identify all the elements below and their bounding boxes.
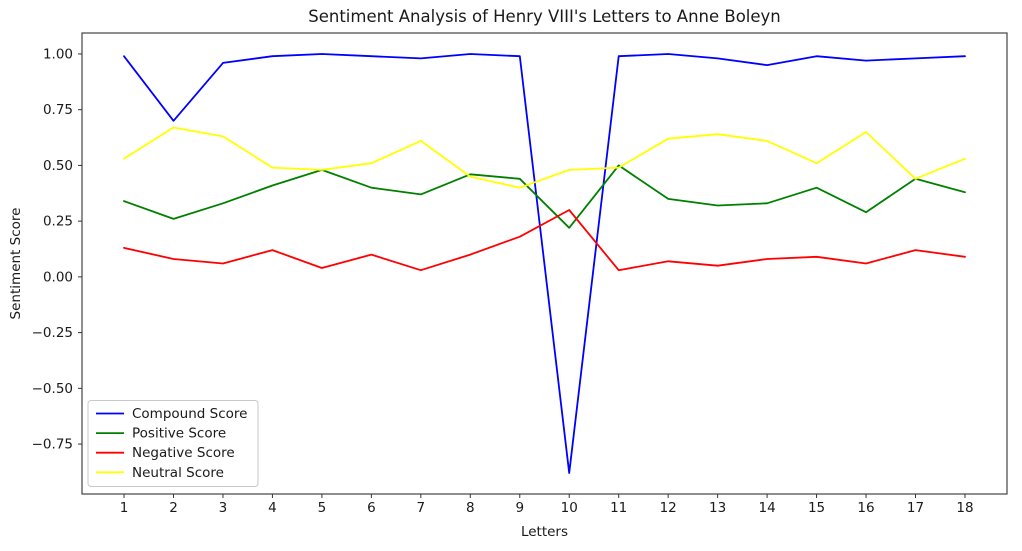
y-tick-label: −0.25	[32, 325, 73, 341]
legend-label: Neutral Score	[132, 465, 224, 481]
x-tick-label: 4	[268, 500, 277, 516]
x-tick-label: 15	[808, 500, 825, 516]
axes: 1 2 3 4 5 6 7 8 9 10 11 12 13 14 15 16 17 18−0.75−0.50−0.…	[32, 32, 1008, 516]
y-tick-label: 0.25	[43, 214, 73, 230]
line-compound-score	[123, 53, 966, 474]
series-lines	[123, 53, 966, 474]
legend-label: Negative Score	[132, 445, 235, 461]
legend-label: Positive Score	[132, 426, 226, 442]
y-tick-label: −0.50	[32, 381, 73, 397]
x-tick-label: 17	[907, 500, 924, 516]
x-tick-label: 6	[367, 500, 376, 516]
x-tick-label: 10	[561, 500, 578, 516]
plot-border	[81, 32, 1008, 495]
line-neutral-score	[123, 126, 966, 189]
x-tick-label: 14	[758, 500, 775, 516]
x-tick-label: 1	[120, 500, 129, 516]
line-positive-score	[123, 164, 966, 229]
x-tick-label: 5	[318, 500, 327, 516]
x-tick-label: 16	[857, 500, 874, 516]
x-tick-label: 11	[610, 500, 627, 516]
x-tick-label: 9	[515, 500, 524, 516]
legend-label: Compound Score	[132, 406, 247, 422]
y-tick-label: 1.00	[43, 46, 73, 62]
x-tick-label: 2	[169, 500, 178, 516]
x-tick-label: 8	[466, 500, 475, 516]
y-tick-label: −0.75	[32, 437, 73, 453]
y-tick-label: 0.50	[43, 158, 73, 174]
line-negative-score	[123, 209, 966, 272]
y-axis-label: Sentiment Score	[8, 208, 24, 320]
legend: Compound Score Positive Score Negative Sco…	[87, 400, 259, 487]
x-tick-label: 3	[219, 500, 228, 516]
chart-title: Sentiment Analysis of Henry VIII's Lette…	[308, 7, 781, 26]
x-tick-label: 13	[709, 500, 726, 516]
y-tick-label: 0.00	[43, 269, 73, 285]
legend-box	[87, 400, 259, 487]
x-tick-label: 18	[956, 500, 973, 516]
x-axis-label: Letters	[521, 524, 568, 540]
y-tick-label: 0.75	[43, 102, 73, 118]
x-tick-label: 12	[660, 500, 677, 516]
x-tick-label: 7	[417, 500, 426, 516]
